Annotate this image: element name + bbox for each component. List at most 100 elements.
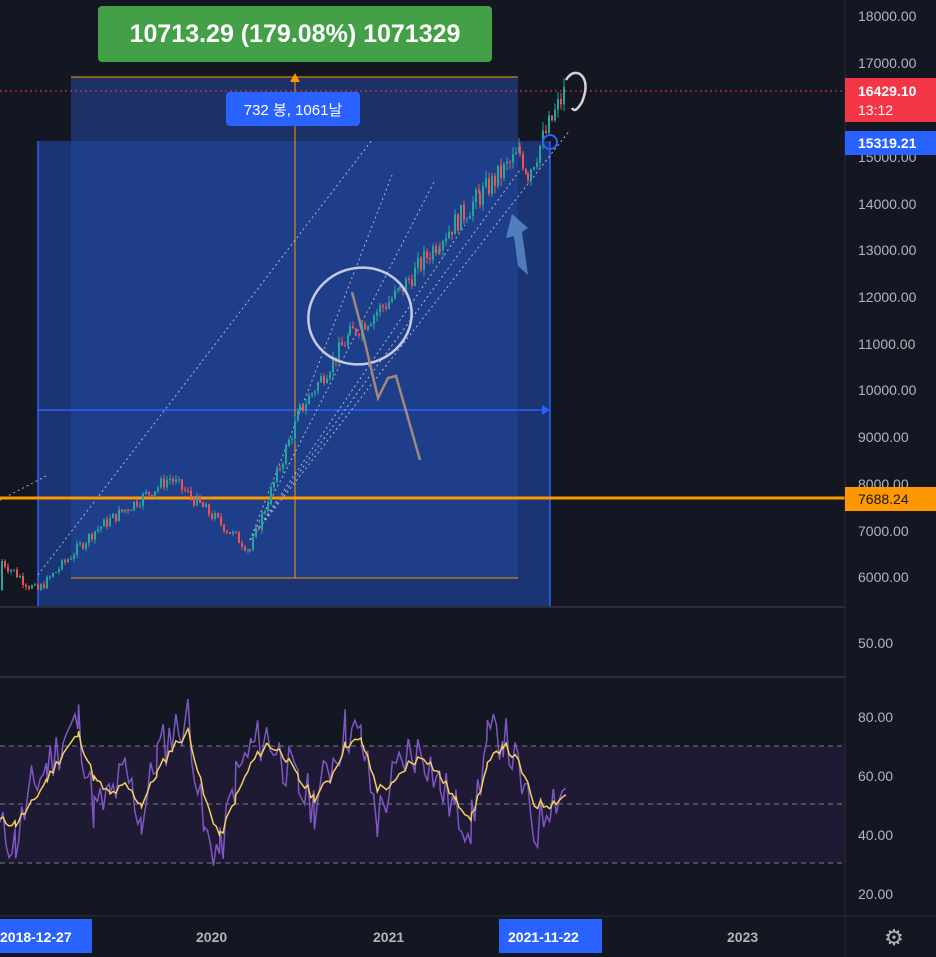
- level-price-tag: [845, 487, 936, 511]
- trend-line: [0, 474, 49, 501]
- drawn-hook-annotation[interactable]: [564, 71, 587, 112]
- candle-body: [314, 391, 316, 394]
- candle-body: [264, 510, 266, 514]
- candle-body: [388, 301, 390, 309]
- candle-body: [46, 576, 48, 589]
- candle-body: [329, 372, 331, 379]
- candle-body: [536, 162, 538, 168]
- price-tick: 18000.00: [858, 8, 917, 24]
- candle-body: [478, 189, 480, 194]
- candle-body: [154, 491, 156, 497]
- bar-countdown: 13:12: [858, 102, 893, 118]
- candle-body: [37, 584, 39, 590]
- candle-body: [261, 513, 263, 530]
- candle-body: [76, 544, 78, 556]
- candle-body: [22, 576, 24, 585]
- candle-body: [121, 509, 123, 512]
- candle-body: [169, 478, 171, 481]
- candle-body: [115, 513, 117, 522]
- candle-body: [344, 345, 346, 347]
- candle-body: [519, 146, 521, 154]
- candle-body: [341, 342, 343, 346]
- candle-body: [305, 404, 307, 411]
- candle-body: [463, 204, 465, 220]
- candle-body: [509, 161, 511, 163]
- candle-body: [563, 86, 565, 105]
- rsi-ma-line: [0, 726, 567, 838]
- gear-icon[interactable]: ⚙: [884, 925, 904, 951]
- candle-body: [196, 495, 198, 506]
- candle-body: [97, 528, 99, 532]
- candle-body: [103, 519, 105, 527]
- circle-annotation[interactable]: [296, 254, 425, 377]
- candle-body: [429, 257, 431, 260]
- candle-body: [7, 566, 9, 572]
- arrow-up-annotation[interactable]: [506, 214, 528, 275]
- time-label: 2020: [196, 929, 227, 945]
- candle-body: [273, 481, 275, 488]
- candle-body: [308, 395, 310, 405]
- candle-body: [548, 115, 550, 133]
- candle-body: [448, 231, 450, 239]
- candle-body: [181, 479, 183, 490]
- rsi-tick: 60.00: [858, 768, 893, 784]
- candle-body: [376, 312, 378, 316]
- candle-body: [294, 420, 296, 439]
- price-range-arrow-head: [290, 73, 300, 82]
- price-axis-panel[interactable]: [845, 0, 936, 957]
- end-date-tag: [499, 919, 602, 953]
- candle-body: [332, 357, 334, 373]
- candle-body: [485, 178, 487, 187]
- candle-body: [482, 186, 484, 205]
- price-tick: 17000.00: [858, 55, 917, 71]
- candle-body: [145, 491, 147, 494]
- candle-body: [282, 463, 284, 469]
- candle-body: [31, 585, 33, 589]
- point-marker[interactable]: [542, 134, 558, 150]
- rsi-tick: 50.00: [858, 635, 893, 651]
- rsi-reference-lines: [0, 745, 845, 864]
- candle-body: [347, 335, 349, 346]
- candle-body: [320, 376, 322, 383]
- trend-line: [249, 169, 521, 541]
- candle-body: [385, 306, 387, 309]
- candle-body: [214, 513, 216, 519]
- candle-body: [67, 559, 69, 563]
- candle-body: [454, 214, 456, 235]
- candle-body: [551, 115, 553, 121]
- candle-body: [515, 152, 517, 155]
- candle-body: [370, 324, 372, 327]
- drawn-projection-line[interactable]: [350, 291, 422, 461]
- candle-body: [408, 279, 410, 281]
- candle-body: [379, 305, 381, 313]
- candle-body: [506, 161, 508, 164]
- price-tick: 7000.00: [858, 523, 909, 539]
- candle-body: [466, 218, 468, 220]
- candle-body: [244, 546, 246, 551]
- candle-body: [338, 342, 340, 363]
- candle-body: [148, 491, 150, 495]
- candle-body: [163, 478, 165, 488]
- candle-body: [160, 478, 162, 488]
- candle-body: [247, 549, 249, 551]
- candle-body: [205, 504, 207, 508]
- candle-body: [235, 531, 237, 533]
- candle-body: [133, 501, 135, 510]
- trend-line: [249, 129, 571, 541]
- candle-body: [533, 167, 535, 170]
- price-tick: 14000.00: [858, 196, 917, 212]
- candle-body: [136, 501, 138, 507]
- date-range-arrow-head: [542, 405, 550, 415]
- candle-body: [457, 214, 459, 231]
- candle-body: [512, 154, 514, 163]
- candle-body: [285, 446, 287, 464]
- time-axis-panel[interactable]: [0, 916, 845, 957]
- candle-body: [497, 165, 499, 186]
- candle-body: [539, 145, 541, 163]
- candle-body: [405, 279, 407, 293]
- candle-body: [100, 526, 102, 529]
- candle-body: [297, 410, 299, 421]
- candle-body: [58, 569, 60, 572]
- candle-body: [445, 238, 447, 242]
